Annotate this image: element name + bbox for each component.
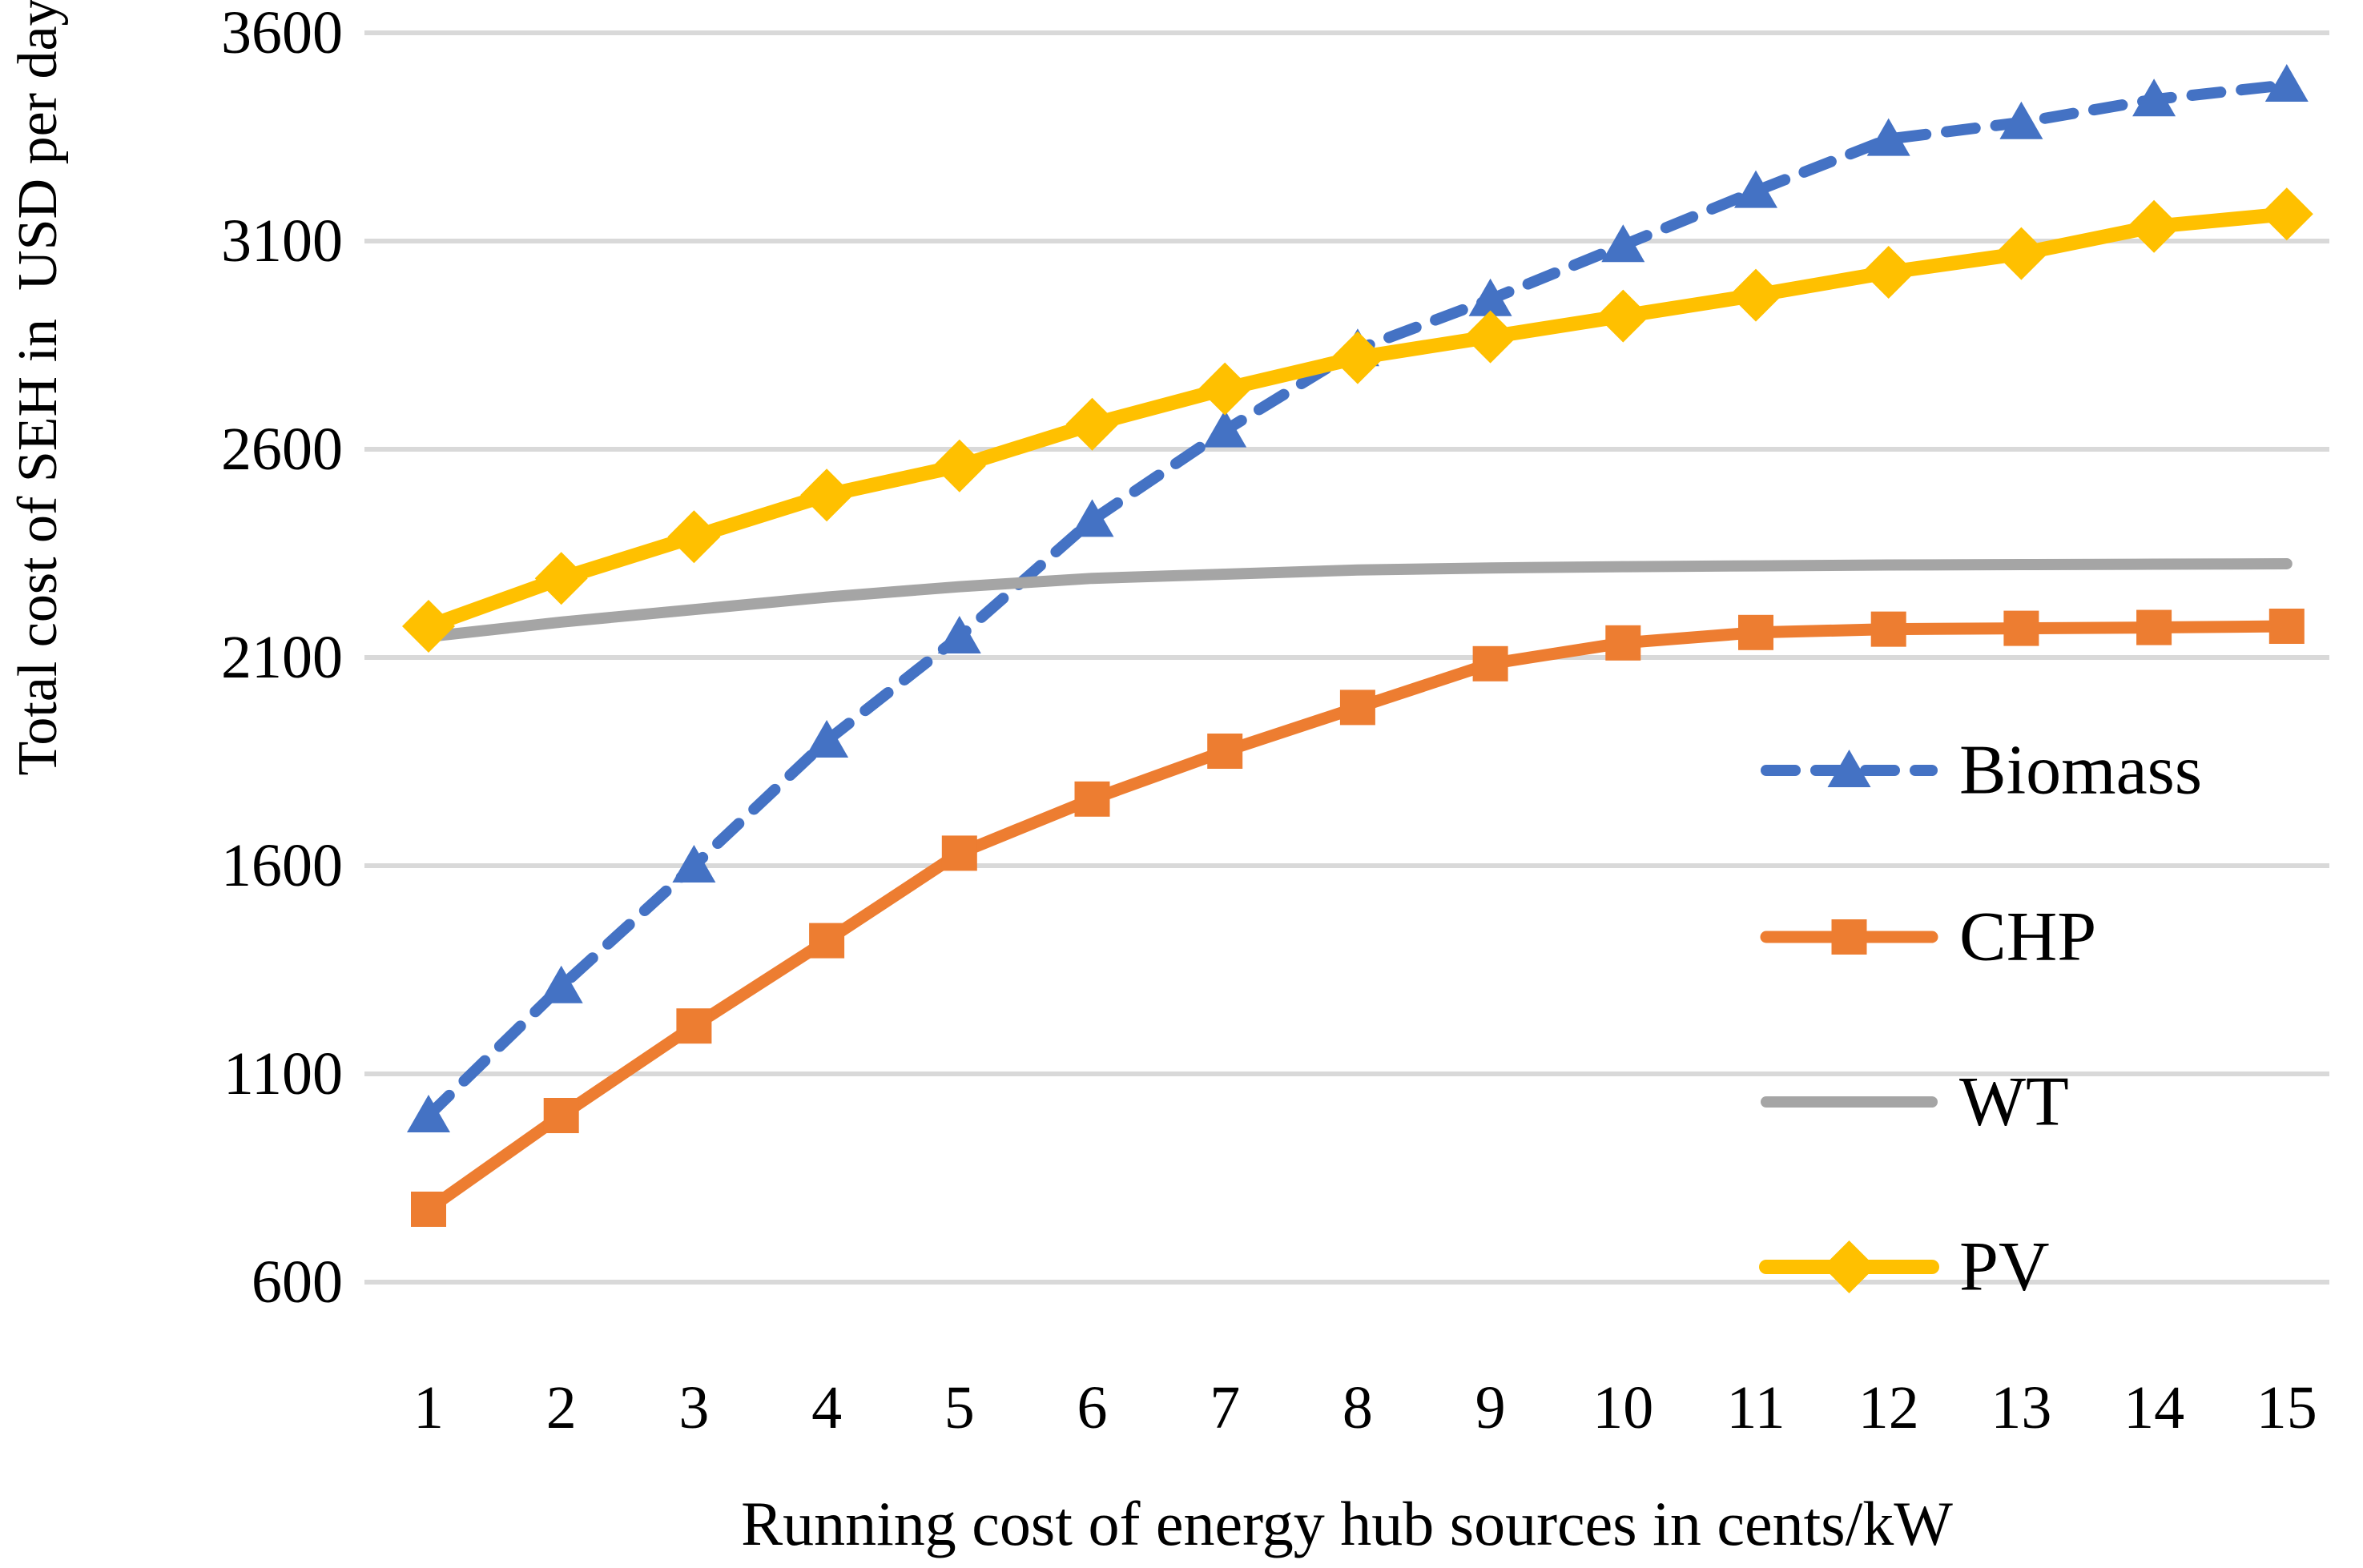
x-tick-label-3: 3 bbox=[678, 1374, 709, 1441]
series-marker-chp-x15 bbox=[2268, 609, 2305, 644]
series-marker-chp-x14 bbox=[2136, 609, 2172, 645]
series-marker-biomass-x3 bbox=[672, 845, 716, 883]
y-tick-label-600: 600 bbox=[252, 1248, 343, 1316]
series-marker-pv-x6 bbox=[1065, 397, 1119, 451]
series-marker-biomass-x2 bbox=[539, 965, 583, 1003]
y-tick-label-3100: 3100 bbox=[221, 207, 343, 275]
x-tick-label-10: 10 bbox=[1592, 1374, 1653, 1441]
series-line-wt bbox=[423, 558, 2293, 642]
x-axis-title: Running cost of energy hub sources in ce… bbox=[741, 1489, 1953, 1558]
legend-marker-biomass-icon bbox=[1827, 750, 1871, 787]
series-marker-chp-x6 bbox=[1074, 781, 1110, 817]
series-marker-chp-x4 bbox=[809, 923, 845, 959]
legend-label-biomass: Biomass bbox=[1959, 732, 2202, 810]
x-tick-label-8: 8 bbox=[1343, 1374, 1373, 1441]
series-marker-biomass-x10 bbox=[1601, 224, 1645, 263]
series-marker-biomass-x5 bbox=[937, 616, 981, 653]
x-tick-label-12: 12 bbox=[1858, 1374, 1919, 1441]
series-marker-chp-x13 bbox=[2003, 610, 2039, 646]
y-axis-title: Total cost of SEH in USD per day bbox=[7, 0, 69, 776]
series-marker-biomass-x9 bbox=[1468, 278, 1512, 316]
series-marker-biomass-x6 bbox=[1070, 499, 1114, 537]
series-marker-biomass-x14 bbox=[2132, 78, 2176, 117]
x-tick-label-11: 11 bbox=[1726, 1374, 1785, 1441]
x-tick-label-4: 4 bbox=[811, 1374, 842, 1441]
series-marker-pv-x9 bbox=[1463, 310, 1517, 364]
series-marker-biomass-x1 bbox=[407, 1095, 450, 1132]
x-tick-label-6: 6 bbox=[1077, 1374, 1108, 1441]
series-marker-chp-x12 bbox=[1870, 611, 1906, 647]
series-marker-chp-x5 bbox=[941, 835, 977, 871]
series-marker-pv-x3 bbox=[667, 510, 721, 564]
legend-label-pv: PV bbox=[1959, 1228, 2050, 1306]
series-marker-pv-x11 bbox=[1729, 268, 1782, 322]
y-tick-label-1100: 1100 bbox=[223, 1040, 343, 1108]
series-marker-pv-x7 bbox=[1198, 362, 1252, 416]
x-tick-label-1: 1 bbox=[413, 1374, 444, 1441]
x-tick-label-9: 9 bbox=[1475, 1374, 1506, 1441]
series-marker-pv-x8 bbox=[1330, 331, 1384, 384]
series-marker-chp-x7 bbox=[1207, 734, 1243, 769]
legend-marker-chp-icon bbox=[1831, 919, 1867, 955]
series-marker-pv-x13 bbox=[1995, 227, 2048, 280]
series-marker-biomass-x12 bbox=[1866, 118, 1910, 156]
series-marker-chp-x2 bbox=[543, 1098, 579, 1133]
series-marker-chp-x11 bbox=[1738, 614, 1773, 650]
legend-label-chp: CHP bbox=[1959, 899, 2096, 976]
x-tick-label-14: 14 bbox=[2123, 1374, 2184, 1441]
series-marker-chp-x1 bbox=[411, 1192, 446, 1227]
x-tick-label-5: 5 bbox=[944, 1374, 975, 1441]
series-marker-chp-x9 bbox=[1472, 645, 1508, 681]
x-tick-label-7: 7 bbox=[1210, 1374, 1240, 1441]
series-marker-pv-x12 bbox=[1862, 246, 1915, 299]
series-marker-biomass-x15 bbox=[2264, 64, 2309, 102]
y-tick-label-2600: 2600 bbox=[221, 416, 343, 483]
series-marker-biomass-x4 bbox=[805, 720, 849, 758]
x-tick-label-15: 15 bbox=[2256, 1374, 2317, 1441]
series-marker-chp-x8 bbox=[1339, 690, 1375, 726]
series-marker-pv-x5 bbox=[932, 439, 986, 493]
series-marker-pv-x2 bbox=[534, 552, 588, 605]
legend-label-wt: WT bbox=[1959, 1063, 2069, 1141]
y-tick-label-3600: 3600 bbox=[221, 0, 343, 66]
series-marker-biomass-x13 bbox=[1999, 101, 2043, 139]
y-tick-label-1600: 1600 bbox=[221, 832, 343, 899]
series-marker-chp-x3 bbox=[676, 1008, 712, 1044]
series-marker-chp-x10 bbox=[1605, 625, 1641, 661]
x-tick-label-13: 13 bbox=[1991, 1374, 2051, 1441]
series-marker-pv-x1 bbox=[402, 600, 455, 653]
series-marker-pv-x4 bbox=[800, 468, 854, 522]
series-marker-pv-x14 bbox=[2128, 199, 2181, 253]
y-tick-label-2100: 2100 bbox=[221, 624, 343, 691]
series-marker-pv-x15 bbox=[2260, 187, 2313, 241]
legend-marker-pv-icon bbox=[1822, 1240, 1876, 1293]
x-tick-label-2: 2 bbox=[546, 1374, 577, 1441]
series-marker-biomass-x7 bbox=[1203, 409, 1247, 448]
series-marker-pv-x10 bbox=[1596, 289, 1650, 343]
series-marker-biomass-x11 bbox=[1734, 170, 1777, 208]
